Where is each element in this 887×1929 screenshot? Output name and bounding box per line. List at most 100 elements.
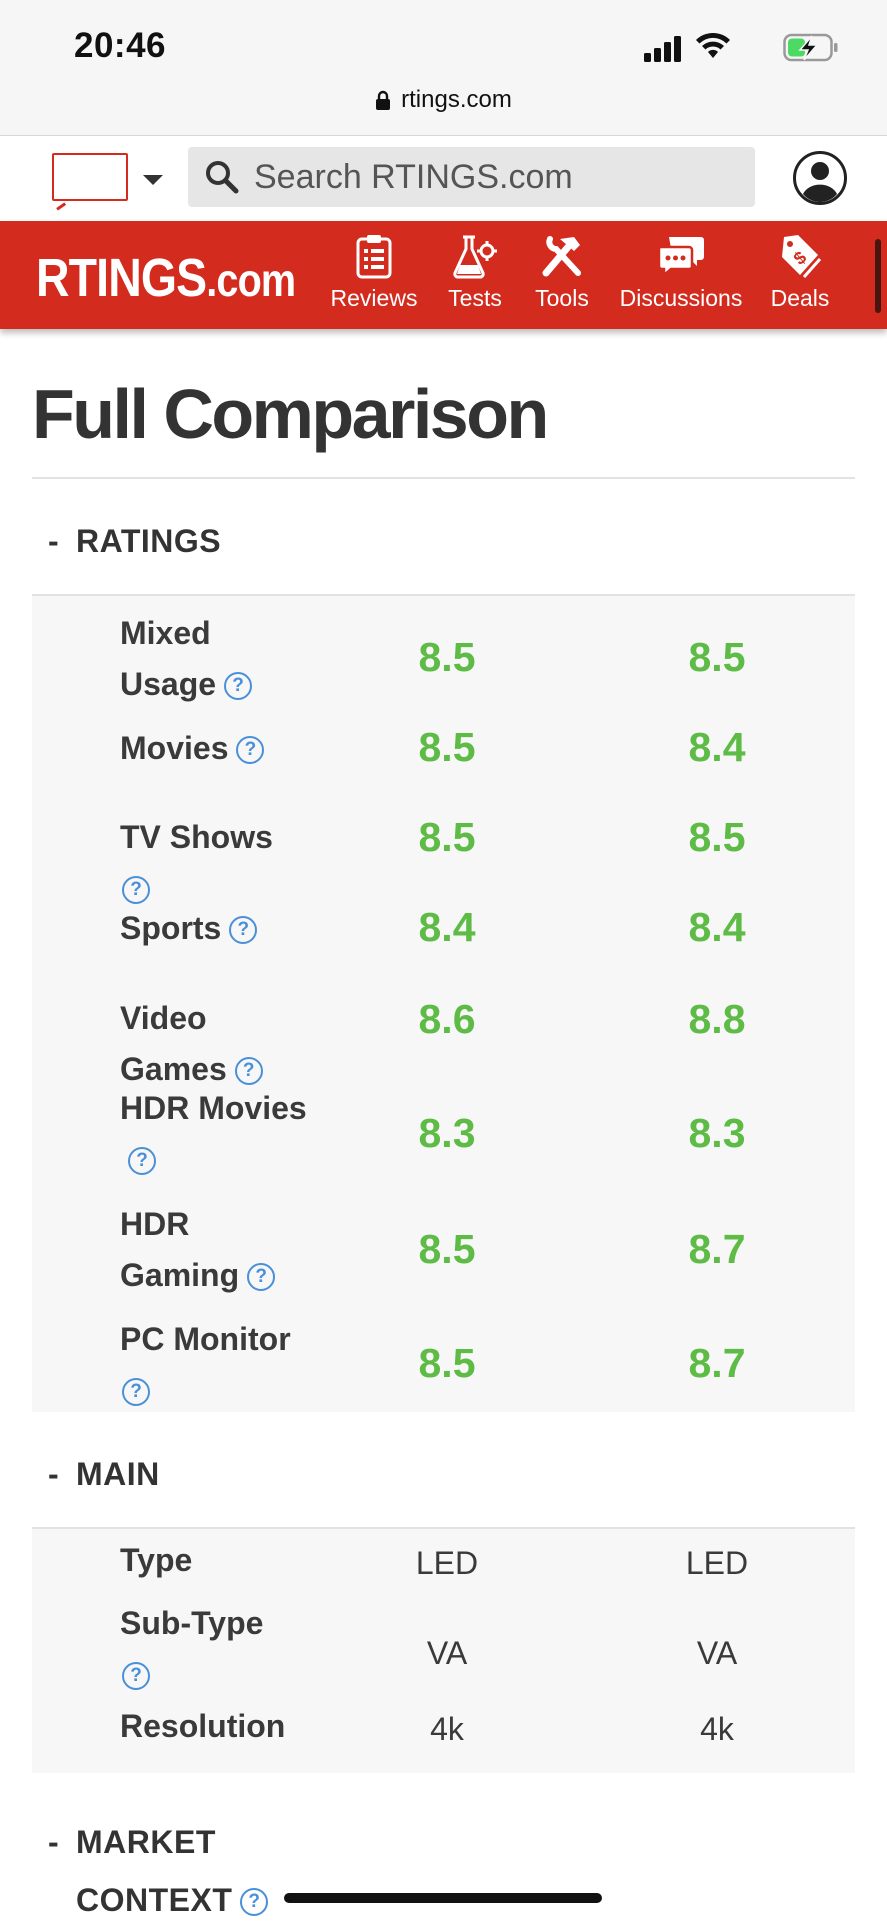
status-icons <box>639 30 839 66</box>
divider <box>32 1527 855 1529</box>
lock-icon <box>376 90 391 110</box>
spec-value: 4k <box>430 1711 464 1747</box>
main-table: Type LED LED Sub-Type? VA VA Resolution … <box>32 1529 855 1773</box>
cellular-signal-icon <box>644 36 684 62</box>
score-value: 8.5 <box>418 724 476 770</box>
score-value: 8.7 <box>688 1340 746 1386</box>
battery-charging-icon <box>783 33 838 62</box>
page-title: Full Comparison <box>32 375 549 453</box>
table-row: Resolution 4k 4k <box>32 1699 855 1773</box>
table-row: HDR Movies? 8.3 8.3 <box>32 1072 855 1188</box>
ratings-table: Mixed Usage? 8.5 8.5 Movies? 8.5 8.4 TV … <box>32 596 855 1412</box>
divider <box>32 477 855 479</box>
rtings-logo[interactable]: RTINGS.com <box>36 248 296 308</box>
row-label: Resolution <box>120 1708 286 1744</box>
score-value: 8.7 <box>688 1226 746 1272</box>
search-input[interactable] <box>254 147 744 207</box>
section-title: MARKET CONTEXT? <box>76 1813 269 1929</box>
score-value: 8.5 <box>418 1226 476 1272</box>
section-header-market-context[interactable]: - MARKET CONTEXT? <box>32 1773 855 1929</box>
user-account-icon[interactable] <box>792 150 848 206</box>
help-icon[interactable]: ? <box>224 672 253 700</box>
spec-value: VA <box>696 1635 738 1671</box>
help-icon[interactable]: ? <box>247 1263 276 1291</box>
score-value: 8.4 <box>418 904 476 950</box>
row-label: Sports <box>120 910 222 946</box>
search-icon <box>206 161 239 194</box>
spec-value: LED <box>685 1545 749 1581</box>
price-tag-icon: $ <box>782 235 822 278</box>
score-value: 8.4 <box>688 904 746 950</box>
table-row: Video Games? 8.6 8.8 <box>32 956 855 1087</box>
address-bar[interactable]: rtings.com <box>0 82 887 136</box>
table-row: Sub-Type? VA VA <box>32 1595 855 1699</box>
section-header-ratings[interactable]: - RATINGS <box>32 479 855 594</box>
nav-scrollbar[interactable] <box>875 239 881 313</box>
divider <box>32 594 855 596</box>
help-icon[interactable]: ? <box>240 1888 269 1916</box>
spec-value: LED <box>415 1545 479 1581</box>
row-label: HDR Gaming <box>120 1206 240 1293</box>
help-icon[interactable]: ? <box>229 916 258 944</box>
nav-item-tools[interactable]: Tools <box>530 233 594 312</box>
score-value: 8.4 <box>688 724 746 770</box>
table-row: Sports? 8.4 8.4 <box>32 866 855 956</box>
section-header-main[interactable]: - MAIN <box>32 1412 855 1527</box>
wifi-icon <box>696 32 730 58</box>
collapse-icon[interactable]: - <box>48 1456 60 1492</box>
section-title: MAIN <box>76 1456 160 1492</box>
comparison-content: Full Comparison - RATINGS Mixed Usage? 8… <box>32 329 855 1929</box>
nav-label: Reviews <box>330 285 418 311</box>
help-icon[interactable]: ? <box>122 1662 150 1690</box>
table-row: TV Shows? 8.5 8.5 <box>32 776 855 904</box>
spec-value: VA <box>426 1635 468 1671</box>
table-row: PC Monitor? 8.5 8.7 <box>32 1304 855 1412</box>
help-icon[interactable]: ? <box>122 876 150 904</box>
nav-item-tests[interactable]: Tests <box>443 233 507 312</box>
main-navigation: RTINGS.com Reviews Tests Tools <box>0 221 887 329</box>
collapse-icon[interactable]: - <box>48 523 60 559</box>
site-header <box>0 137 887 221</box>
url-text: rtings.com <box>401 86 512 113</box>
nav-item-deals[interactable]: $ Deals <box>766 233 834 312</box>
table-row: Mixed Usage? 8.5 8.5 <box>32 596 855 702</box>
score-value: 8.8 <box>688 996 746 1042</box>
row-label: PC Monitor <box>120 1321 291 1357</box>
help-icon[interactable]: ? <box>234 1057 263 1085</box>
score-value: 8.5 <box>688 814 746 860</box>
score-value: 8.6 <box>418 996 476 1042</box>
status-bar: 20:46 <box>0 0 887 82</box>
score-value: 8.3 <box>418 1110 476 1156</box>
score-value: 8.5 <box>418 814 476 860</box>
search-box[interactable] <box>188 147 755 207</box>
help-icon[interactable]: ? <box>122 1378 150 1406</box>
flask-gear-icon <box>453 235 497 279</box>
table-row: Movies? 8.5 8.4 <box>32 686 855 776</box>
row-label: TV Shows <box>120 819 273 855</box>
row-label: HDR Movies <box>120 1090 307 1126</box>
clipboard-icon <box>356 235 392 279</box>
row-label: Mixed Usage <box>120 615 217 702</box>
table-row: HDR Gaming? 8.5 8.7 <box>32 1188 855 1304</box>
score-value: 8.5 <box>418 1340 476 1386</box>
nav-item-discussions[interactable]: Discussions <box>618 233 744 312</box>
spec-value: 4k <box>700 1711 734 1747</box>
nav-label: Tests <box>448 285 502 311</box>
score-value: 8.3 <box>688 1110 746 1156</box>
row-label: Video Games <box>120 1000 227 1087</box>
collapse-icon[interactable]: - <box>48 1824 60 1860</box>
score-value: 8.5 <box>418 634 476 680</box>
tv-category-icon[interactable] <box>52 153 128 201</box>
row-label: Movies <box>120 730 229 766</box>
home-indicator[interactable] <box>284 1893 602 1903</box>
status-time: 20:46 <box>74 26 167 65</box>
nav-label: Tools <box>535 285 589 311</box>
score-value: 8.5 <box>688 634 746 680</box>
help-icon[interactable]: ? <box>236 736 265 764</box>
nav-item-reviews[interactable]: Reviews <box>326 233 422 312</box>
chat-bubbles-icon <box>657 237 704 278</box>
help-icon[interactable]: ? <box>128 1147 156 1175</box>
row-label: Sub-Type <box>120 1605 264 1641</box>
chevron-down-icon[interactable] <box>143 175 163 185</box>
nav-label: Discussions <box>619 285 743 311</box>
